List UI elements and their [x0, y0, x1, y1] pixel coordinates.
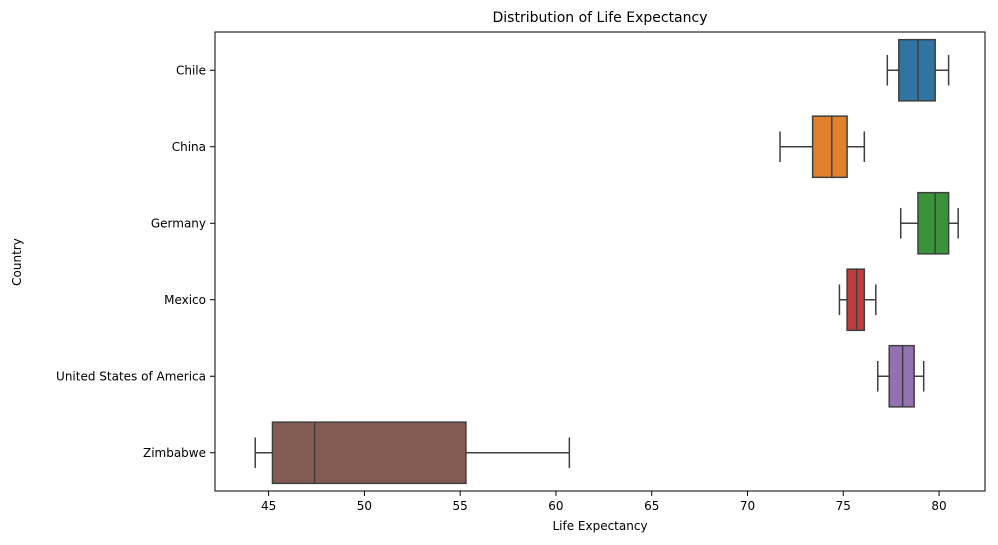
plot-area: [254, 38, 959, 485]
box-zimbabwe: [254, 421, 571, 485]
x-tick-label: 70: [740, 499, 755, 513]
x-tick-label: 60: [548, 499, 563, 513]
iqr-box: [898, 38, 936, 102]
iqr-box: [811, 115, 848, 179]
y-tick-label: Germany: [151, 216, 206, 230]
x-tick-label: 80: [931, 499, 946, 513]
y-tick-label: Mexico: [164, 293, 206, 307]
x-tick-label: 75: [836, 499, 851, 513]
box-china: [779, 115, 866, 179]
y-axis-title: Country: [10, 238, 24, 286]
y-axis: Chile China Germany Mexico United States of …: [56, 63, 215, 460]
y-tick-label: Chile: [176, 63, 206, 77]
x-tick-label: 55: [453, 499, 468, 513]
y-tick-label: Zimbabwe: [143, 446, 206, 460]
box-mexico: [838, 268, 877, 332]
x-tick-label: 50: [357, 499, 372, 513]
iqr-box: [917, 191, 950, 255]
iqr-box: [271, 421, 467, 485]
x-axis-title: Life Expectancy: [552, 519, 647, 533]
y-tick-label: China: [172, 140, 206, 154]
box-germany: [899, 191, 959, 255]
y-tick-label: United States of America: [56, 369, 206, 383]
plot-frame: [214, 31, 986, 492]
x-tick-label: 45: [261, 499, 276, 513]
x-axis: 45 50 55 60 65 70 75 80: [261, 491, 947, 513]
x-tick-label: 65: [644, 499, 659, 513]
box-united-states-of-america: [876, 344, 925, 408]
iqr-box: [888, 344, 915, 408]
chart-title: Distribution of Life Expectancy: [492, 10, 707, 26]
box-chile: [886, 38, 950, 102]
iqr-box: [846, 268, 866, 332]
